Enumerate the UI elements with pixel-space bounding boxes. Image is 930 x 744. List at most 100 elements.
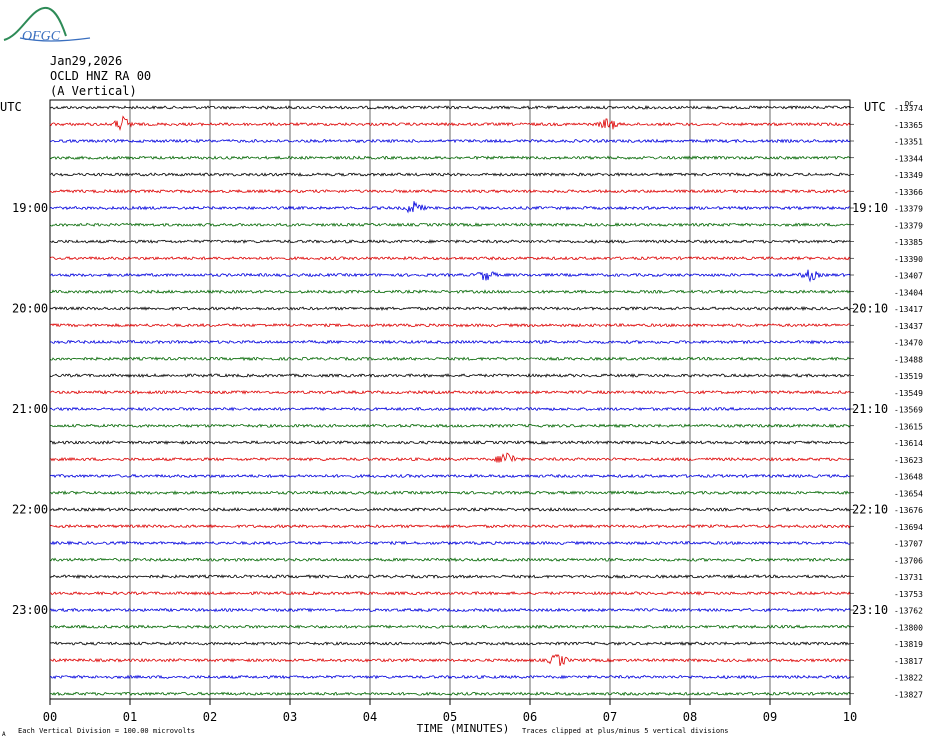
left-time-label: 20:00 [12, 302, 48, 316]
seismic-trace [49, 322, 851, 328]
x-tick-label: 07 [603, 710, 617, 724]
x-tick-label: 08 [683, 710, 697, 724]
seismic-trace [49, 473, 851, 479]
seismic-trace [49, 624, 851, 630]
seismic-trace [49, 222, 851, 228]
dc-offset-label: -13349 [894, 171, 923, 180]
seismic-trace [49, 104, 851, 110]
dc-offset-label: -13706 [894, 556, 923, 565]
seismic-trace [49, 239, 851, 244]
seismic-trace [49, 523, 851, 529]
right-time-label: 23:10 [852, 603, 888, 617]
footnote-left: Each Vertical Division = 100.00 microvol… [18, 727, 195, 735]
seismic-trace [49, 674, 851, 680]
right-time-label: 21:10 [852, 402, 888, 416]
dc-offset-label: -13615 [894, 422, 923, 431]
dc-offset-label: -13351 [894, 138, 923, 147]
left-time-label: 22:00 [12, 503, 48, 517]
seismic-trace [49, 115, 851, 131]
left-time-label: 19:00 [12, 201, 48, 215]
dc-offset-label: -13379 [894, 221, 923, 230]
seismic-trace [49, 138, 851, 144]
seismic-trace [49, 373, 851, 379]
dc-offset-label: -13407 [894, 272, 923, 281]
seismic-trace [49, 155, 851, 161]
x-tick-label: 04 [363, 710, 377, 724]
dc-offset-label: -13470 [894, 339, 923, 348]
dc-offset-label: -13390 [894, 255, 923, 264]
seismic-trace [49, 356, 851, 362]
seismic-trace [49, 339, 851, 345]
dc-offset-label: -13731 [894, 573, 923, 582]
dc-header-label: DC [905, 100, 913, 108]
seismic-trace [49, 269, 851, 283]
dc-offset-label: -13707 [894, 540, 923, 549]
seismic-trace [49, 691, 851, 697]
dc-offset-label: -13366 [894, 188, 923, 197]
seismic-trace [49, 607, 851, 613]
left-timezone-label: UTC [0, 100, 22, 114]
x-tick-label: 03 [283, 710, 297, 724]
right-time-label: 22:10 [852, 503, 888, 517]
dc-offset-label: -13827 [894, 690, 923, 699]
seismic-trace [49, 641, 850, 646]
dc-offset-label: -13648 [894, 473, 923, 482]
seismic-trace [49, 201, 851, 214]
right-time-label: 20:10 [852, 302, 888, 316]
record-date: Jan29,2026 [50, 54, 123, 68]
dc-offset-label: -13753 [894, 590, 923, 599]
seismic-trace [49, 406, 851, 412]
seismic-trace [49, 557, 851, 563]
seismic-trace [49, 590, 851, 596]
seismic-trace [49, 506, 851, 512]
dc-offset-label: -13549 [894, 389, 923, 398]
seismic-trace [49, 188, 851, 194]
component-label: (A Vertical) [50, 84, 137, 98]
seismic-trace [49, 172, 851, 177]
dc-offset-label: -13654 [894, 489, 923, 498]
dc-offset-label: -13676 [894, 506, 923, 515]
x-tick-label: 05 [443, 710, 457, 724]
seismic-trace [49, 423, 851, 429]
footnote-right: Traces clipped at plus/minus 5 vertical … [522, 727, 729, 735]
x-tick-label: 06 [523, 710, 537, 724]
dc-offset-label: -13819 [894, 640, 923, 649]
left-time-label: 23:00 [12, 603, 48, 617]
seismic-trace [49, 574, 851, 580]
dc-offset-label: -13365 [894, 121, 923, 130]
dc-offset-label: -13614 [894, 439, 923, 448]
left-time-label: 21:00 [12, 402, 48, 416]
x-tick-label: 02 [203, 710, 217, 724]
dc-offset-label: -13344 [894, 154, 923, 163]
x-tick-label: 00 [43, 710, 57, 724]
seismic-trace [49, 452, 851, 463]
seismic-trace [49, 255, 851, 261]
dc-offset-label: -13822 [894, 674, 923, 683]
dc-offset-label: -13488 [894, 355, 923, 364]
x-axis-label: TIME (MINUTES) [417, 722, 510, 735]
dc-offset-label: -13374 [894, 104, 923, 113]
seismic-trace [50, 540, 851, 546]
dc-offset-label: -13379 [894, 205, 923, 214]
x-tick-label: 09 [763, 710, 777, 724]
dc-offset-label: -13817 [894, 657, 923, 666]
dc-offset-label: -13762 [894, 607, 923, 616]
station-code: OCLD HNZ RA 00 [50, 69, 152, 83]
seismic-trace [49, 653, 851, 667]
dc-offset-label: -13694 [894, 523, 923, 532]
seismic-trace [49, 289, 851, 295]
right-timezone-label: UTC [864, 100, 886, 114]
dc-offset-label: -13417 [894, 305, 923, 314]
seismic-trace [49, 490, 851, 496]
dc-offset-label: -13519 [894, 372, 923, 381]
x-tick-label: 01 [123, 710, 137, 724]
dc-offset-label: -13385 [894, 238, 923, 247]
seismic-trace [49, 440, 851, 445]
dc-offset-label: -13569 [894, 406, 923, 415]
x-tick-label: 10 [843, 710, 857, 724]
seismic-trace [49, 389, 851, 395]
dc-offset-label: -13437 [894, 322, 923, 331]
seismic-trace [49, 306, 851, 312]
footnote-mark: A [2, 731, 6, 738]
